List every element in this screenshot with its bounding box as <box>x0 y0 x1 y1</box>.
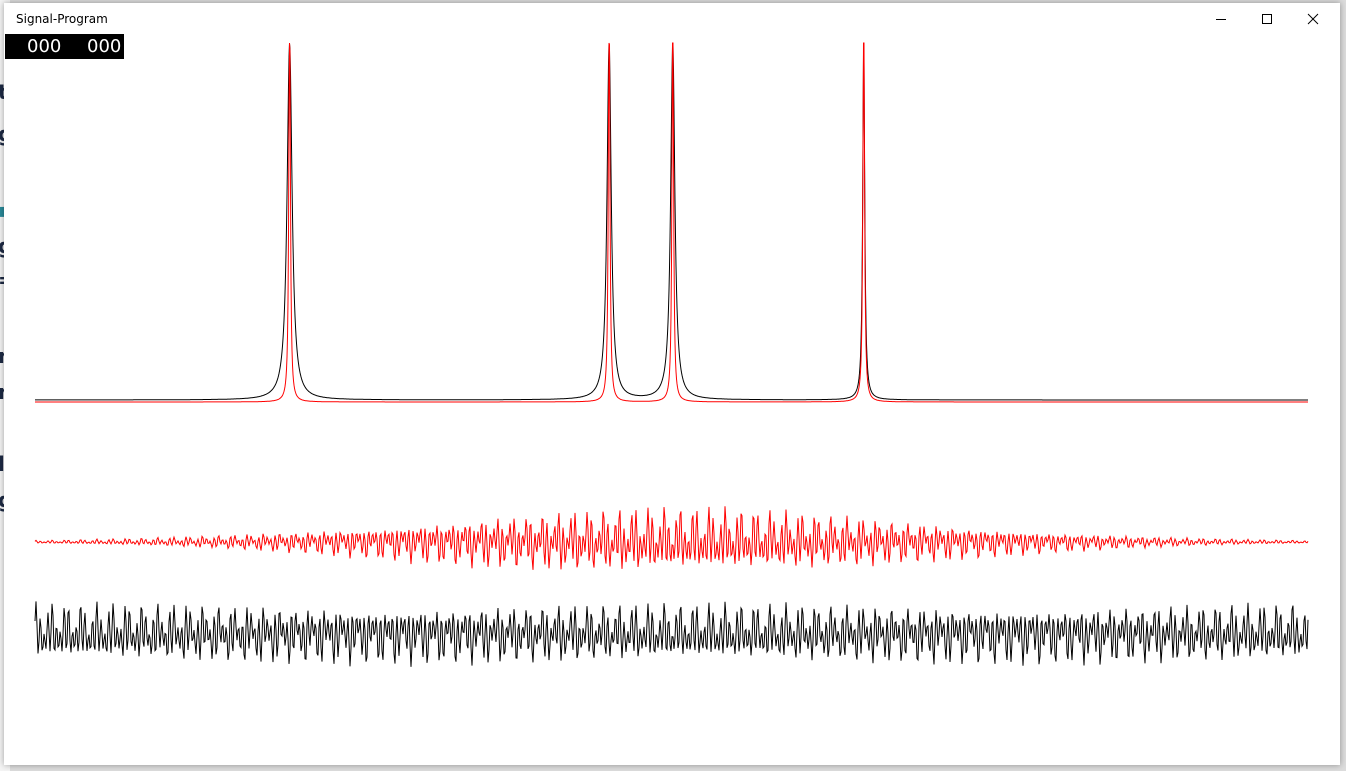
signal-plot-area <box>34 42 1309 667</box>
counter-right-value: 000 <box>87 36 122 57</box>
raw-signal-trace <box>34 601 1309 667</box>
background-glyph: t <box>0 82 8 102</box>
maximize-icon <box>1262 13 1272 24</box>
background-glyph: l <box>0 452 5 476</box>
window-title: Signal-Program <box>16 12 108 26</box>
title-bar[interactable]: Signal-Program <box>4 3 1340 34</box>
close-icon <box>1307 13 1319 24</box>
spectrum-line-black <box>35 43 1308 401</box>
minimize-button[interactable] <box>1198 3 1244 34</box>
frame-counter: 000 000 <box>5 34 124 59</box>
maximize-button[interactable] <box>1244 3 1290 34</box>
spectrum-line-red <box>35 42 1308 403</box>
minimize-icon <box>1216 18 1226 20</box>
windowed-signal-trace <box>34 506 1309 570</box>
close-button[interactable] <box>1290 3 1336 34</box>
app-window: Signal-Program 000 000 <box>4 3 1340 765</box>
counter-left-value: 000 <box>27 36 62 57</box>
